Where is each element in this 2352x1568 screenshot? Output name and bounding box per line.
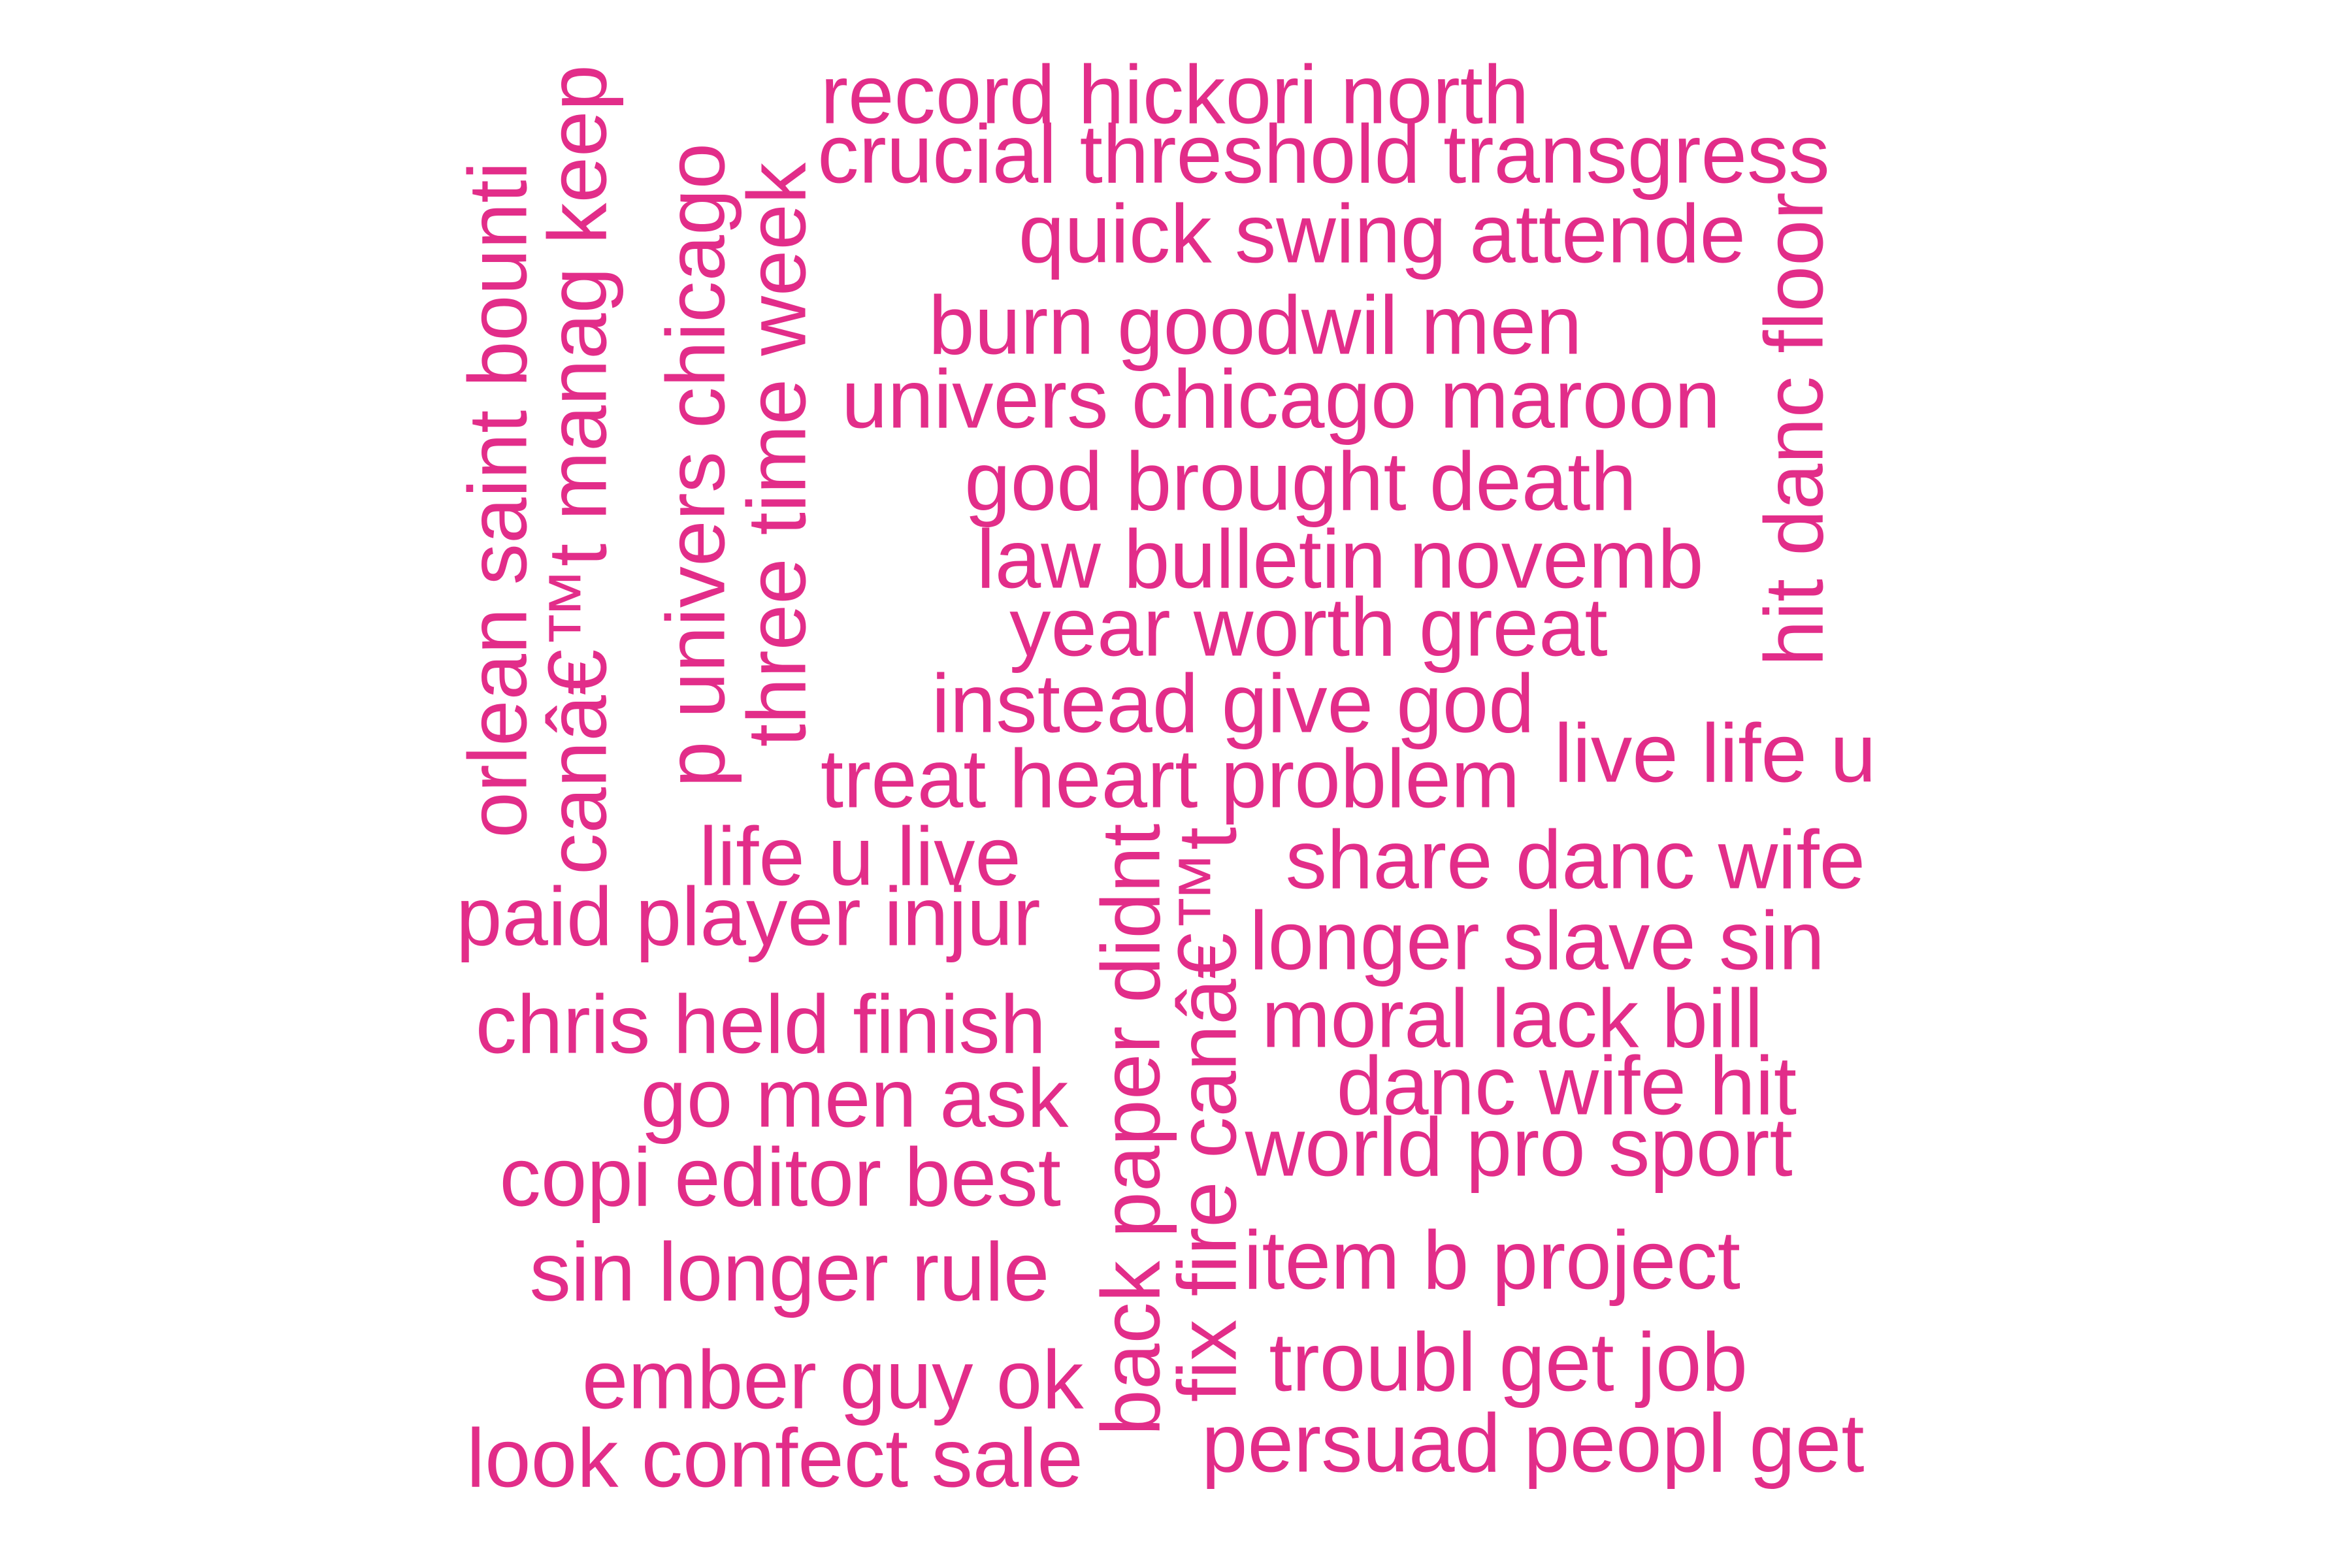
cloud-word: moral lack bill (1261, 972, 1763, 1065)
cloud-word: paid player injur (455, 870, 1041, 963)
cloud-word: troubl get job (1269, 1315, 1748, 1409)
cloud-word: law bulletin novemb (976, 513, 1704, 606)
cloud-word: treat heart problem (820, 732, 1520, 825)
cloud-word: quick swing attende (1018, 187, 1746, 280)
cloud-word-vertical: hit danc floor (1747, 191, 1840, 666)
cloud-word: life u live (698, 809, 1021, 903)
cloud-word: copi editor best (499, 1130, 1061, 1224)
cloud-word: ember guy ok (581, 1333, 1084, 1426)
cloud-word: world pro sport (1245, 1101, 1793, 1194)
cloud-word: look confect sale (466, 1411, 1083, 1505)
cloud-word: crucial threshold transgress (817, 108, 1830, 201)
cloud-word: year worth great (1009, 580, 1608, 674)
cloud-word: go men ask (640, 1051, 1069, 1145)
cloud-word-vertical: fix fire canâ€™t (1160, 826, 1254, 1403)
cloud-word: danc wife hit (1336, 1039, 1797, 1132)
cloud-word: longer slave sin (1249, 894, 1825, 987)
cloud-word: record hickori north (820, 48, 1529, 141)
cloud-word-vertical: p univers chicago (649, 142, 742, 787)
cloud-word-vertical: orlean saint bounti (451, 161, 544, 838)
cloud-word: instead give god (931, 657, 1535, 750)
cloud-word: share danc wife (1285, 813, 1866, 906)
cloud-word: sin longer rule (529, 1225, 1050, 1318)
cloud-word-vertical: canâ€™t manag keep (531, 64, 624, 875)
cloud-word-vertical: three time week (730, 162, 823, 747)
cloud-word: god brought death (964, 434, 1637, 528)
cloud-word: item b project (1243, 1213, 1740, 1307)
cloud-word: chris held finish (475, 977, 1047, 1071)
cloud-word-vertical: back paper didnt (1084, 823, 1177, 1436)
cloud-word: univers chicago maroon (841, 352, 1721, 446)
cloud-word: persuad peopl get (1201, 1396, 1865, 1490)
cloud-word: burn goodwil men (928, 278, 1582, 372)
cloud-word: live life u (1554, 706, 1876, 800)
